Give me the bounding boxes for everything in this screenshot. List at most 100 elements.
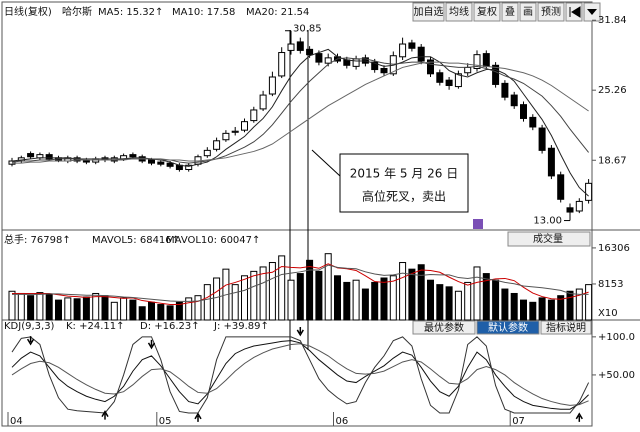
series-line [11, 336, 590, 414]
toolbar-button[interactable] [519, 2, 537, 22]
candle-body [306, 48, 314, 56]
volume-bar [417, 264, 425, 321]
volume-bar [464, 281, 472, 321]
first-icon [569, 6, 581, 18]
volume-bar [166, 305, 174, 321]
toolbar-label: 均线 [449, 5, 469, 18]
candle-body [343, 59, 351, 66]
volume-bar [371, 281, 379, 321]
volume-bar [473, 266, 481, 321]
volume-bar [278, 255, 286, 321]
stock-name: 哈尔斯 [62, 5, 92, 18]
legend-entry: MAVOL5: 68416↑ [92, 235, 180, 246]
candle-body [185, 164, 193, 171]
series-line [11, 57, 589, 164]
indicator-button[interactable] [540, 320, 592, 335]
toolbar-button[interactable] [473, 2, 501, 22]
candle-body [575, 200, 583, 212]
indicator-button-label: 默认参数 [488, 321, 528, 334]
candle-body [371, 61, 379, 71]
volume-bar [482, 273, 490, 321]
volume-bar [82, 296, 90, 321]
x-tick-label: 04 [10, 416, 23, 427]
volume-bar [334, 275, 341, 321]
candle-body [547, 147, 555, 177]
volume-bar [259, 266, 267, 321]
toolbar-button[interactable] [412, 2, 445, 22]
candle-body [148, 159, 155, 164]
panel-title: 总手: 76798↑ [4, 233, 71, 246]
toolbar-button[interactable] [445, 2, 473, 22]
series-line [11, 340, 589, 410]
volume-bar [315, 270, 323, 321]
candle-body [324, 57, 332, 64]
y-tick-label: 18.67 [598, 155, 627, 166]
candle-body [529, 116, 537, 128]
series-line [12, 61, 589, 164]
legend-entry: MA5: 15.32↑ [98, 7, 163, 18]
volume-bar [529, 301, 537, 321]
y-tick-label: 16306 [598, 243, 630, 254]
legend-entry: MA10: 17.58 [172, 7, 235, 18]
toolbar-label: 加自选 [414, 5, 444, 18]
volume-bar [92, 292, 100, 321]
volume-bar [408, 268, 416, 321]
frame [1, 1, 593, 427]
toolbar-label: 叠 [505, 6, 515, 18]
candle-body [166, 162, 174, 167]
indicator-button[interactable] [412, 320, 476, 335]
signal-arrow [296, 326, 304, 337]
volume-bar [110, 301, 118, 321]
volume-bar [148, 301, 155, 321]
candle-body [27, 153, 35, 158]
candle-body [231, 130, 239, 133]
y-tick-label: 8153 [598, 279, 623, 290]
volume-bar [213, 277, 221, 321]
volume-bar [203, 284, 211, 321]
legend-entry: MAVOL10: 60047↑ [166, 235, 260, 246]
volume-bar [575, 288, 583, 321]
volume-bar [445, 286, 453, 321]
y-tick-label: +100.0 [598, 332, 635, 343]
candle-body [408, 42, 416, 49]
annotation: 13.00 [533, 216, 562, 227]
chart-title: 日线(复权) [4, 5, 52, 18]
toolbar-button[interactable] [537, 2, 565, 22]
volume-bar [287, 279, 295, 321]
indicator-select[interactable] [507, 231, 591, 247]
series-line [12, 264, 589, 302]
toolbar-button[interactable] [501, 2, 519, 22]
volume-bar [520, 299, 527, 321]
toolbar-label: 预测 [541, 5, 561, 18]
volume-bar [64, 297, 72, 321]
signal-arrow [101, 410, 109, 420]
x-tick-label: 06 [336, 416, 349, 427]
candle-body [417, 46, 425, 62]
event-marker[interactable] [473, 219, 483, 229]
candle-body [287, 43, 295, 51]
y-tick-label: +50.00 [598, 370, 635, 381]
indicator-button[interactable] [476, 320, 540, 335]
volume-bar [547, 299, 555, 321]
annotation: 30.85 [293, 24, 322, 35]
candle-body [268, 76, 276, 95]
candle-body [250, 109, 258, 122]
candle-body [482, 53, 490, 67]
y-tick-label: 25.26 [598, 85, 627, 96]
candle-body [222, 132, 230, 141]
candle-body [241, 121, 248, 131]
signal-arrow [575, 412, 583, 422]
candle-body [157, 161, 165, 165]
volume-bar [120, 297, 128, 321]
candle-body [454, 73, 462, 88]
x-tick-label: 05 [159, 416, 172, 427]
candle-body [585, 182, 593, 201]
menu-icon [587, 9, 597, 15]
volume-bar [352, 279, 360, 321]
candle-body [566, 207, 574, 213]
volume-bar [566, 290, 574, 321]
volume-bar [73, 298, 81, 321]
volume-bar [194, 295, 202, 321]
candle-body [203, 149, 211, 157]
candle-body [278, 52, 286, 77]
